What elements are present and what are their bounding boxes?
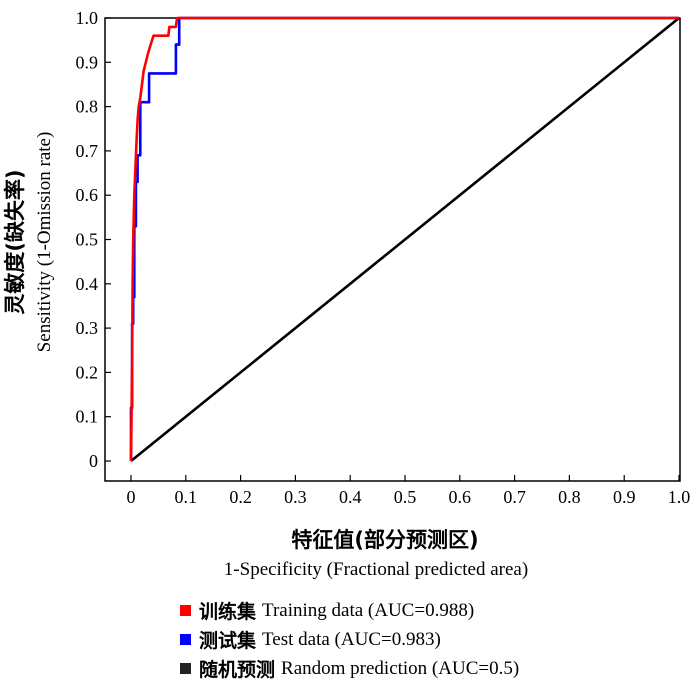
x-tick-label: 0.1 [175,487,198,507]
y-tick-label: 1.0 [76,8,99,28]
x-tick-label: 0.3 [284,487,307,507]
legend-label-random: Random prediction (AUC=0.5) [281,657,520,679]
y-tick-label: 0.8 [76,97,99,117]
series-layer [129,16,680,463]
x-tick-label: 0 [127,487,136,507]
x-tick-label: 0.7 [503,487,526,507]
legend-label-training: Training data (AUC=0.988) [262,599,475,621]
y-axis-label: Sensitivity (1-Omission rate) [34,132,55,353]
legend-swatch-random [180,663,191,674]
x-tick-label: 0.8 [558,487,581,507]
legend-swatch-training [180,605,191,616]
y-tick-label: 0.9 [76,52,99,72]
y-axis-label-cn: 灵敏度(缺失率) [3,169,27,314]
x-axis-ticks: 0 0.1 0.2 0.3 0.4 0.5 0.6 0.7 0.8 0.9 1.0 [127,475,691,507]
x-tick-label: 0.4 [339,487,362,507]
y-tick-label: 0.3 [76,318,99,338]
legend-item-test: 测试集 Test data (AUC=0.983) [180,625,519,654]
legend: 训练集 Training data (AUC=0.988) 测试集 Test d… [180,596,519,683]
legend-item-training: 训练集 Training data (AUC=0.988) [180,596,519,625]
x-axis-label-cn: 特征值(部分预测区) [291,528,478,552]
legend-label-random-cn: 随机预测 [199,659,276,681]
y-tick-label: 0.7 [76,141,99,161]
x-tick-label: 0.9 [613,487,636,507]
x-tick-label: 1.0 [668,487,691,507]
y-axis-ticks: 0 0.1 0.2 0.3 0.4 0.5 0.6 0.7 0.8 0.9 1.0 [76,8,111,471]
y-tick-label: 0.5 [76,230,99,250]
legend-label-training-cn: 训练集 [199,601,257,623]
y-tick-label: 0 [89,451,98,471]
x-tick-label: 0.5 [394,487,417,507]
y-tick-label: 0.4 [76,274,99,294]
y-tick-label: 0.6 [76,185,99,205]
legend-label-test: Test data (AUC=0.983) [262,628,441,650]
y-tick-label: 0.1 [76,407,99,427]
x-tick-label: 0.2 [229,487,252,507]
legend-label-test-cn: 测试集 [199,630,257,652]
x-axis-label: 1-Specificity (Fractional predicted area… [224,559,528,580]
legend-swatch-test [180,634,191,645]
series-line-training [129,16,679,462]
x-tick-label: 0.6 [449,487,472,507]
y-tick-label: 0.2 [76,362,99,382]
series-line-random [130,16,680,463]
legend-item-random: 随机预测 Random prediction (AUC=0.5) [180,654,519,683]
